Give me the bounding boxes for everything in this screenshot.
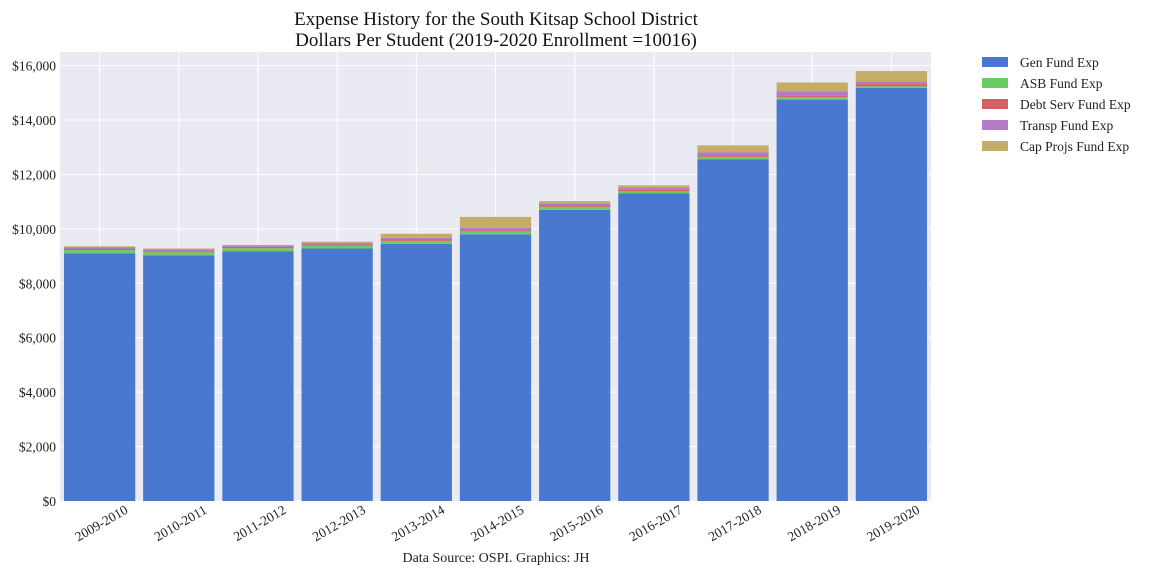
bar-segment-gen-fund-exp-2016-2017	[618, 193, 690, 501]
legend-swatch	[982, 141, 1008, 151]
legend-entry: Gen Fund Exp	[1020, 55, 1099, 70]
bar-segment-debt-serv-fund-exp-2010-2011	[143, 251, 215, 253]
legend-entry: Cap Projs Fund Exp	[1020, 139, 1129, 154]
x-tick-label: 2015-2016	[547, 502, 605, 544]
bar-segment-gen-fund-exp-2019-2020	[855, 87, 928, 502]
bar-segment-asb-fund-exp-2014-2015	[459, 231, 532, 235]
bar-segment-asb-fund-exp-2017-2018	[697, 156, 769, 160]
y-tick-label: $2,000	[19, 440, 56, 455]
x-tick-label: 2019-2020	[864, 502, 922, 544]
legend-swatch	[982, 120, 1008, 130]
bar-segment-debt-serv-fund-exp-2018-2019	[776, 95, 848, 97]
x-tick-label: 2012-2013	[310, 502, 368, 544]
bar-segment-debt-serv-fund-exp-2014-2015	[459, 230, 532, 232]
bar-segment-debt-serv-fund-exp-2013-2014	[380, 239, 452, 241]
bars	[63, 71, 928, 502]
x-tick-label: 2016-2017	[627, 502, 685, 544]
bar-segment-transp-fund-exp-2017-2018	[697, 152, 769, 156]
chart-subtitle: Dollars Per Student (2019-2020 Enrollmen…	[295, 30, 697, 51]
bar-segment-asb-fund-exp-2016-2017	[618, 191, 690, 194]
legend-entry: ASB Fund Exp	[1020, 76, 1103, 91]
bar-segment-asb-fund-exp-2012-2013	[301, 245, 373, 249]
y-tick-label: $16,000	[12, 59, 56, 74]
bar-segment-debt-serv-fund-exp-2012-2013	[301, 244, 373, 246]
bar-segment-gen-fund-exp-2015-2016	[539, 209, 611, 501]
legend-swatch	[982, 78, 1008, 88]
legend: Gen Fund Exp ASB Fund Exp Debt Serv Fund E…	[982, 55, 1131, 154]
bar-segment-asb-fund-exp-2019-2020	[855, 86, 928, 88]
bar-segment-cap-projs-fund-exp-2017-2018	[697, 145, 769, 153]
legend-entry: Debt Serv Fund Exp	[1020, 97, 1131, 112]
bar-segment-asb-fund-exp-2010-2011	[143, 252, 215, 256]
bar-segment-gen-fund-exp-2010-2011	[143, 255, 215, 501]
bar-segment-debt-serv-fund-exp-2011-2012	[222, 246, 294, 249]
y-tick-label: $4,000	[19, 385, 56, 400]
bar-segment-asb-fund-exp-2013-2014	[380, 240, 452, 244]
bar-segment-cap-projs-fund-exp-2014-2015	[459, 216, 532, 228]
y-axis-ticks: $0 $2,000 $4,000 $6,000 $8,000 $10,000 $12,000…	[12, 59, 56, 509]
x-tick-label: 2017-2018	[706, 502, 764, 544]
bar-segment-transp-fund-exp-2011-2012	[222, 245, 294, 247]
legend-swatch	[982, 57, 1008, 67]
x-tick-label: 2018-2019	[785, 502, 843, 544]
bar-segment-debt-serv-fund-exp-2016-2017	[618, 189, 690, 192]
y-tick-label: $10,000	[12, 222, 56, 237]
legend-entry: Transp Fund Exp	[1020, 118, 1114, 133]
bar-segment-cap-projs-fund-exp-2010-2011	[143, 248, 215, 250]
x-tick-label: 2013-2014	[389, 502, 447, 544]
bar-segment-gen-fund-exp-2017-2018	[697, 159, 769, 501]
bar-segment-debt-serv-fund-exp-2017-2018	[697, 155, 769, 157]
x-tick-label: 2010-2011	[152, 502, 210, 544]
bar-segment-gen-fund-exp-2009-2010	[63, 253, 136, 501]
bar-segment-cap-projs-fund-exp-2016-2017	[618, 185, 690, 188]
x-tick-label: 2014-2015	[468, 502, 526, 544]
y-tick-label: $6,000	[19, 331, 56, 346]
y-tick-label: $8,000	[19, 276, 56, 291]
x-tick-label: 2011-2012	[231, 502, 289, 544]
y-tick-label: $14,000	[12, 113, 56, 128]
bar-segment-transp-fund-exp-2010-2011	[143, 249, 215, 252]
bar-segment-cap-projs-fund-exp-2019-2020	[855, 71, 928, 82]
bar-segment-asb-fund-exp-2009-2010	[63, 250, 136, 254]
y-tick-label: $12,000	[12, 167, 56, 182]
x-tick-label: 2009-2010	[72, 502, 130, 544]
bar-segment-cap-projs-fund-exp-2012-2013	[301, 241, 373, 243]
bar-segment-gen-fund-exp-2012-2013	[301, 248, 373, 501]
bar-segment-transp-fund-exp-2015-2016	[539, 203, 611, 206]
bar-segment-transp-fund-exp-2009-2010	[63, 247, 136, 250]
bar-segment-asb-fund-exp-2011-2012	[222, 248, 294, 252]
bar-segment-debt-serv-fund-exp-2019-2020	[855, 84, 928, 87]
bar-segment-debt-serv-fund-exp-2009-2010	[63, 249, 136, 251]
bar-segment-gen-fund-exp-2018-2019	[776, 99, 848, 501]
bar-segment-asb-fund-exp-2015-2016	[539, 206, 611, 210]
bar-segment-transp-fund-exp-2014-2015	[459, 227, 532, 231]
legend-swatch	[982, 99, 1008, 109]
chart-title: Expense History for the South Kitsap Sch…	[294, 9, 698, 30]
bar-segment-gen-fund-exp-2011-2012	[222, 251, 294, 501]
x-axis-ticks: 2009-2010 2010-2011 2011-2012 2012-2013 2013…	[72, 502, 922, 544]
bar-segment-cap-projs-fund-exp-2013-2014	[380, 233, 452, 238]
bar-segment-debt-serv-fund-exp-2015-2016	[539, 205, 611, 207]
bar-segment-transp-fund-exp-2019-2020	[855, 81, 928, 85]
bar-segment-cap-projs-fund-exp-2015-2016	[539, 201, 611, 204]
bar-segment-transp-fund-exp-2013-2014	[380, 237, 452, 240]
y-tick-label: $0	[43, 494, 57, 509]
bar-segment-gen-fund-exp-2014-2015	[459, 234, 532, 501]
bar-segment-transp-fund-exp-2016-2017	[618, 187, 690, 190]
bar-segment-asb-fund-exp-2018-2019	[776, 96, 848, 100]
bar-segment-cap-projs-fund-exp-2009-2010	[63, 246, 136, 248]
data-source-note: Data Source: OSPI. Graphics: JH	[402, 551, 589, 566]
bar-segment-cap-projs-fund-exp-2018-2019	[776, 82, 848, 92]
bar-segment-gen-fund-exp-2013-2014	[380, 243, 452, 501]
bar-segment-transp-fund-exp-2012-2013	[301, 242, 373, 245]
bar-segment-transp-fund-exp-2018-2019	[776, 91, 848, 96]
